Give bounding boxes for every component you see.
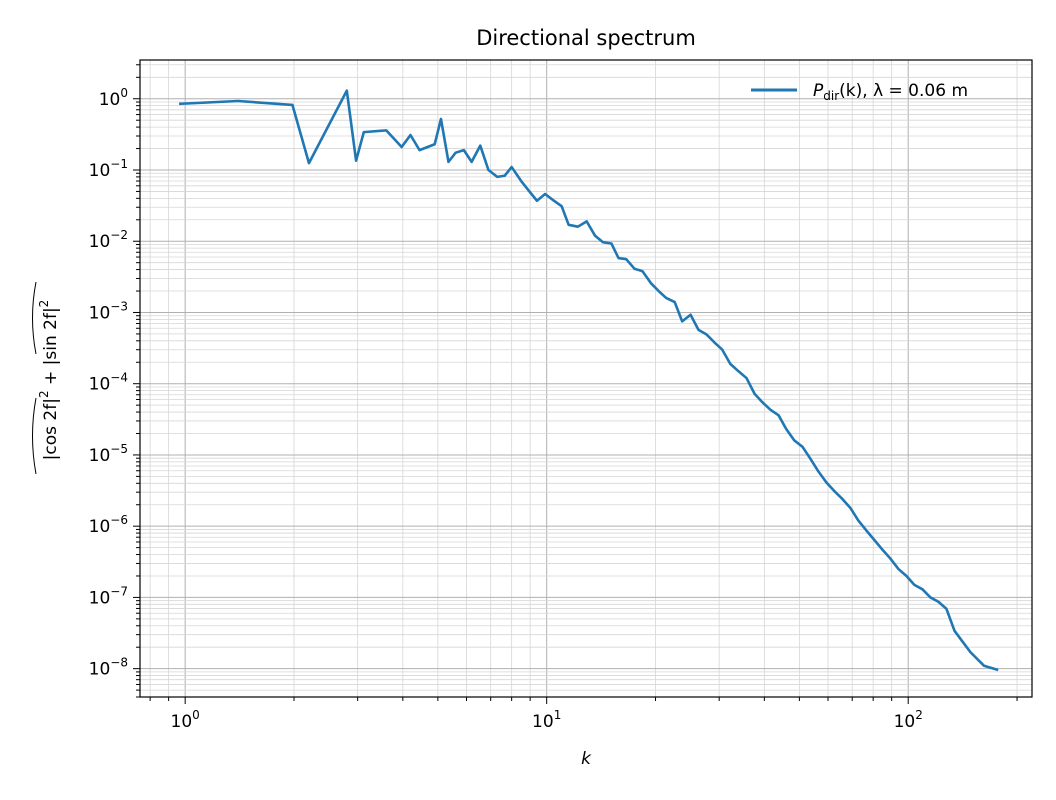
y-label-plus: +	[41, 371, 61, 385]
legend: Pdir(k), λ = 0.06 m	[751, 81, 968, 103]
legend-label: Pdir(k), λ = 0.06 m	[813, 81, 968, 103]
series-layer	[179, 89, 999, 672]
y-tick-label: 10−3	[89, 299, 128, 323]
y-label-hat-1	[32, 397, 37, 475]
y-label-hat-2	[32, 281, 37, 355]
y-tick-label: 10−1	[89, 157, 128, 181]
x-tick-label: 102	[894, 708, 923, 732]
y-axis-label-text: |cos 2f|2 + |sin 2f|2	[37, 300, 61, 461]
y-label-term2: sin 2f	[41, 312, 61, 360]
y-tick-label: 10−2	[89, 228, 128, 252]
x-tick-label: 101	[532, 708, 561, 732]
grid-lines	[140, 60, 1032, 698]
y-tick-label: 10−8	[89, 656, 128, 680]
y-axis-label: |cos 2f|2 + |sin 2f|2	[32, 281, 61, 475]
y-tick-label: 100	[99, 86, 128, 110]
x-tick-label: 100	[171, 708, 200, 732]
chart-title: Directional spectrum	[476, 26, 696, 50]
axis-ticks: 100 101 102 100 10−1 10−2 10−3 10−4 10−5 10−6 10−7…	[89, 64, 1018, 732]
series-line-p-dir	[179, 89, 999, 672]
y-tick-label: 10−5	[89, 442, 128, 466]
y-label-term1: cos 2f	[41, 403, 61, 455]
y-tick-label: 10−7	[89, 584, 128, 608]
y-tick-label: 10−6	[89, 513, 128, 537]
plot-frame	[139, 59, 1033, 698]
y-tick-label: 10−4	[89, 371, 128, 395]
x-axis-label: k	[581, 749, 592, 769]
